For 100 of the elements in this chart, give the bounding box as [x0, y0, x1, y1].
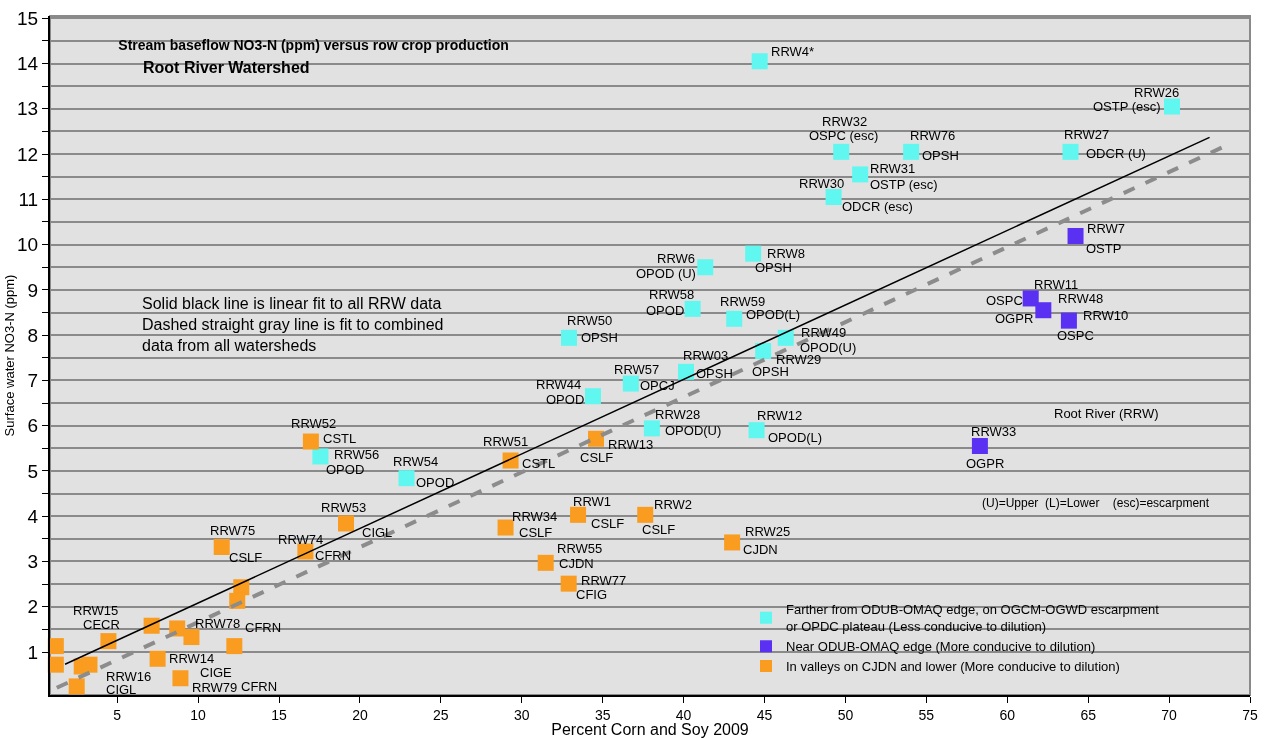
point	[777, 329, 794, 346]
annotation: CSLF	[519, 525, 553, 540]
point	[68, 678, 85, 695]
annotation: RRW56	[334, 447, 380, 462]
y-tick-label: 11	[18, 188, 39, 210]
annotation: Root River (RRW)	[1054, 406, 1159, 421]
point	[183, 629, 200, 646]
annotation: OPSH	[922, 148, 959, 163]
point	[588, 430, 605, 447]
point	[622, 375, 639, 392]
y-tick-label: 8	[27, 324, 39, 346]
annotation: RRW52	[291, 416, 337, 431]
annotation: RRW55	[557, 541, 603, 556]
annotation: CECR	[83, 617, 120, 632]
x-tick-label: 75	[1242, 706, 1258, 723]
x-tick-label: 25	[433, 706, 449, 723]
annotation: Solid black line is linear fit to all RRW data Dashed straight gray line is fit to combined data from all watersheds	[142, 295, 444, 354]
point	[678, 363, 695, 380]
annotation: RRW10	[1083, 308, 1129, 323]
x-tick-label: 45	[756, 706, 773, 723]
annotation: OPOD	[546, 392, 585, 407]
annotation: RRW16	[106, 669, 152, 684]
y-tick-label: 14	[17, 53, 39, 75]
annotation: RRW25	[745, 524, 791, 539]
annotation: RRW8	[767, 246, 806, 261]
annotation: OSTP (esc)	[1093, 99, 1161, 114]
point	[213, 538, 230, 555]
annotation: RRW26	[1134, 85, 1180, 100]
annotation: RRW2	[654, 497, 693, 512]
point	[637, 506, 654, 523]
annotation: OPCJ	[640, 378, 675, 393]
point	[81, 656, 98, 673]
legend-label: In valleys on CJDN and lower (More conducive to dilution)	[786, 659, 1120, 675]
annotation: OSPC (esc)	[809, 128, 879, 143]
point	[833, 143, 850, 160]
annotation: RRW49	[801, 325, 847, 340]
annotation: RRW27	[1064, 127, 1110, 142]
annotation: OPSH	[752, 364, 789, 379]
annotation: RRW1	[573, 494, 612, 509]
annotation: RRW29	[776, 352, 822, 367]
text: Stream baseflow NO3-N (ppm) versus row crop production	[118, 37, 509, 54]
point	[903, 143, 920, 160]
annotation: OPOD	[326, 462, 365, 477]
point	[1067, 228, 1084, 244]
annotation: ODCR (esc)	[842, 199, 913, 214]
point	[755, 342, 772, 359]
y-tick-label: 3	[27, 551, 39, 573]
annotation: OPSH	[755, 260, 792, 275]
x-tick-label: 60	[999, 706, 1016, 723]
annotation: OPOD(U)	[665, 423, 722, 438]
x-tick-label: 20	[352, 706, 368, 723]
annotation: RRW4*	[771, 44, 815, 59]
point	[497, 519, 514, 536]
annotation: OPOD	[646, 303, 685, 318]
point	[724, 534, 741, 551]
annotation: ODCR (U)	[1086, 146, 1146, 161]
annotation: OSTP	[1086, 241, 1122, 256]
y-tick-label: 12	[17, 143, 39, 165]
annotation: CFRN	[241, 679, 278, 694]
point	[1022, 290, 1039, 307]
point	[684, 300, 701, 317]
annotation: RRW7	[1087, 221, 1126, 236]
point	[1060, 312, 1077, 329]
point	[561, 329, 577, 346]
annotation: OPOD(L)	[746, 307, 801, 322]
annotation: RRW34	[512, 509, 558, 524]
annotation: RRW58	[649, 287, 695, 302]
point	[537, 554, 554, 571]
annotation: CSTL	[522, 456, 556, 471]
y-tick-label: 10	[17, 234, 39, 256]
point	[226, 638, 243, 655]
point	[745, 245, 762, 262]
point	[852, 166, 869, 183]
x-tick-label: 70	[1161, 706, 1178, 723]
annotation: RRW57	[614, 362, 660, 377]
annotation: RRW31	[870, 161, 916, 176]
annotation: RRW50	[567, 313, 613, 328]
annotation: RRW03	[683, 348, 729, 363]
annotation: CJDN	[743, 542, 778, 557]
point	[643, 420, 660, 437]
point	[971, 438, 988, 455]
annotation: OSPC	[1057, 328, 1094, 343]
point	[302, 433, 319, 450]
annotation: OGPR	[966, 456, 1005, 471]
y-tick-label: 2	[27, 596, 39, 618]
y-tick-label: 9	[27, 279, 39, 301]
x-tick-label: 55	[918, 706, 935, 723]
annotation: RRW13	[608, 437, 654, 452]
annotation: RRW48	[1058, 291, 1104, 306]
point	[337, 515, 354, 532]
x-tick-label: 30	[513, 706, 530, 723]
point	[570, 506, 587, 523]
annotation: RRW28	[655, 407, 701, 422]
x-tick-label: 5	[113, 706, 122, 723]
annotation: RRW75	[210, 523, 256, 538]
annotation: RRW32	[822, 114, 868, 129]
y-axis-title: Surface water NO3-N (ppm)	[1, 274, 17, 437]
annotation: OGPR	[995, 311, 1034, 326]
point	[584, 388, 601, 405]
annotation: CSLF	[642, 522, 676, 537]
